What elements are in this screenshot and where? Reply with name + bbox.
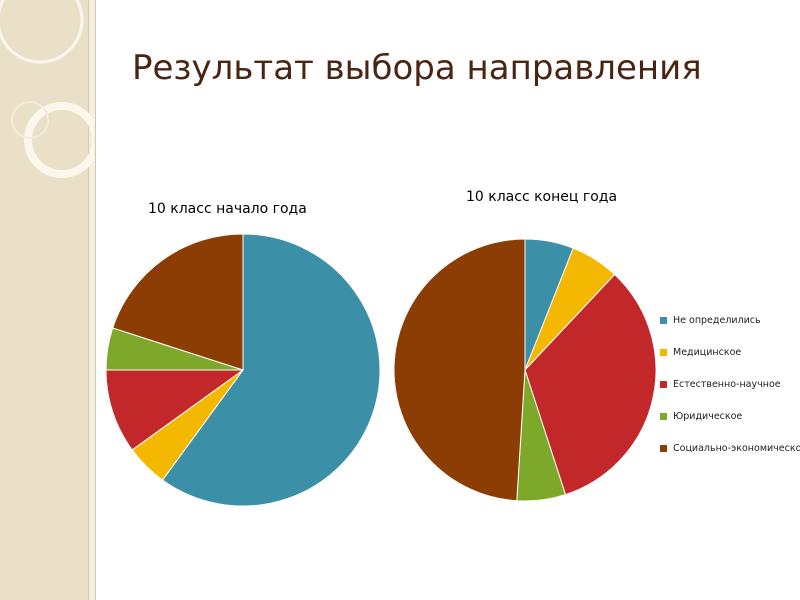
legend-label: Естественно-научное [673, 378, 781, 390]
legend-swatch [660, 380, 667, 388]
legend-item: Естественно-научное [660, 368, 800, 400]
chart-title-end-of-year: 10 класс конец года [466, 189, 618, 205]
chart-title-start-of-year: 10 класс начало года [148, 201, 307, 217]
start-pie-slice-1 [161, 233, 381, 507]
legend-item: Социально-экономическое [660, 432, 800, 464]
legend-label: Социально-экономическое [673, 442, 800, 454]
side-band [0, 0, 88, 600]
legend-swatch [660, 316, 667, 324]
side-rule [88, 0, 96, 600]
legend-label: Медицинское [673, 346, 742, 358]
end-pie-slice-3 [524, 273, 657, 496]
legend-label: Не определились [673, 314, 761, 326]
legend-swatch [660, 412, 667, 420]
start-pie-slice-5 [112, 233, 244, 371]
legend-swatch [660, 348, 667, 356]
legend-item: Не определились [660, 304, 800, 336]
legend-label: Юридическое [673, 410, 743, 422]
chart-legend: Не определились Медицинское Естественно-на… [660, 304, 800, 464]
end-pie-slice-5 [393, 238, 526, 502]
legend-swatch [660, 444, 667, 452]
start-pie-slice-3 [105, 369, 245, 451]
decorative-circles [0, 0, 94, 178]
legend-item: Юридическое [660, 400, 800, 432]
legend-item: Медицинское [660, 336, 800, 368]
slide-title: Результат выбора направления [132, 48, 702, 88]
